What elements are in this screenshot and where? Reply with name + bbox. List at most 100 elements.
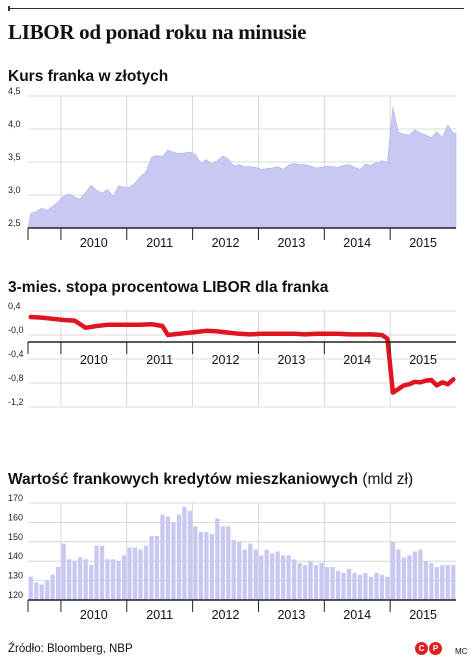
bar: [171, 522, 176, 600]
bar: [231, 539, 236, 600]
bar: [138, 549, 143, 600]
bar: [72, 561, 77, 600]
chart3-title: Wartość frankowych kredytów mieszkaniowy…: [8, 471, 359, 488]
bar: [116, 561, 121, 600]
bar: [357, 574, 363, 600]
logo-circle-c: C: [415, 642, 428, 656]
bar: [390, 541, 396, 600]
y-tick-label: 160: [8, 512, 23, 522]
chart1-title: Kurs franka w złotych: [8, 68, 169, 85]
bar: [352, 572, 357, 600]
bar: [385, 576, 390, 600]
bar: [324, 567, 330, 600]
bar: [363, 572, 368, 600]
bar: [237, 541, 242, 600]
x-tick-label: 2015: [409, 353, 437, 367]
x-tick-label: 2011: [146, 236, 173, 250]
bar: [127, 547, 132, 600]
bar: [281, 555, 286, 600]
bar: [368, 576, 374, 600]
bar: [160, 514, 165, 600]
bar: [297, 563, 302, 600]
bar: [34, 582, 39, 600]
bar: [270, 553, 275, 600]
bar: [418, 549, 423, 600]
bar: [28, 576, 33, 600]
bar: [445, 565, 450, 600]
bar: [341, 572, 346, 600]
x-tick-label: 2010: [80, 236, 108, 250]
bar: [313, 565, 319, 600]
y-tick-label: 150: [8, 532, 23, 542]
bar: [303, 565, 308, 600]
bar: [176, 514, 182, 600]
source-note: Źródło: Bloomberg, NBP: [8, 643, 133, 655]
bar: [423, 561, 428, 600]
bar: [346, 569, 352, 600]
bar: [132, 547, 138, 600]
bar: [94, 545, 99, 600]
y-tick-label: 2,5: [8, 218, 21, 228]
bar: [67, 559, 72, 600]
bar: [56, 567, 61, 600]
x-tick-label: 2012: [212, 236, 240, 250]
x-tick-label: 2014: [343, 353, 371, 367]
y-tick-label: 140: [8, 551, 23, 561]
logo-circle-p: P: [429, 642, 442, 656]
x-tick-label: 2010: [80, 353, 108, 367]
x-tick-label: 2012: [212, 608, 240, 622]
bar: [264, 549, 269, 600]
y-tick-label: 120: [8, 590, 23, 600]
bar: [412, 551, 417, 600]
y-tick-label: 3,0: [8, 185, 21, 195]
bar: [45, 580, 50, 600]
y-tick-label: 170: [8, 493, 23, 503]
bar: [182, 506, 187, 600]
bar: [220, 526, 225, 600]
x-tick-label: 2011: [146, 353, 173, 367]
y-tick-label: -1,2: [8, 397, 24, 407]
bar: [78, 557, 83, 600]
bar: [319, 563, 324, 600]
bar: [143, 545, 149, 600]
bar: [374, 572, 379, 600]
bar: [99, 545, 105, 600]
y-tick-label: -0,8: [8, 373, 24, 383]
y-tick-label: 4,0: [8, 119, 21, 129]
x-tick-label: 2012: [212, 353, 240, 367]
bar: [440, 565, 445, 600]
bar: [335, 570, 341, 600]
x-tick-label: 2014: [343, 608, 371, 622]
bar: [89, 565, 94, 600]
chart2-title: 3-mies. stopa procentowa LIBOR dla frank…: [8, 279, 329, 296]
bar: [83, 559, 88, 600]
y-tick-label: 4,5: [8, 86, 21, 96]
bar: [215, 518, 220, 600]
x-tick-label: 2011: [146, 608, 173, 622]
bar: [204, 532, 209, 600]
bar: [434, 567, 439, 600]
chart3-unit: (mld zł): [362, 471, 414, 488]
top-rule-tick: [8, 6, 10, 11]
bar: [451, 565, 456, 600]
bar: [379, 574, 385, 600]
bar: [121, 555, 127, 600]
bar: [39, 584, 44, 600]
bar: [275, 551, 280, 600]
bar: [110, 559, 116, 600]
exchange-rate-area: [27, 107, 457, 229]
bar: [429, 563, 434, 600]
bar: [61, 543, 66, 600]
libor-series-line: [28, 314, 456, 395]
y-tick-label: -0,0: [8, 325, 24, 335]
bar: [198, 532, 203, 600]
bar: [259, 555, 264, 600]
bar: [396, 549, 401, 600]
y-tick-label: 3,5: [8, 152, 21, 162]
bar: [407, 555, 412, 600]
bar: [193, 526, 198, 600]
bar: [330, 567, 335, 600]
x-tick-label: 2015: [409, 608, 437, 622]
